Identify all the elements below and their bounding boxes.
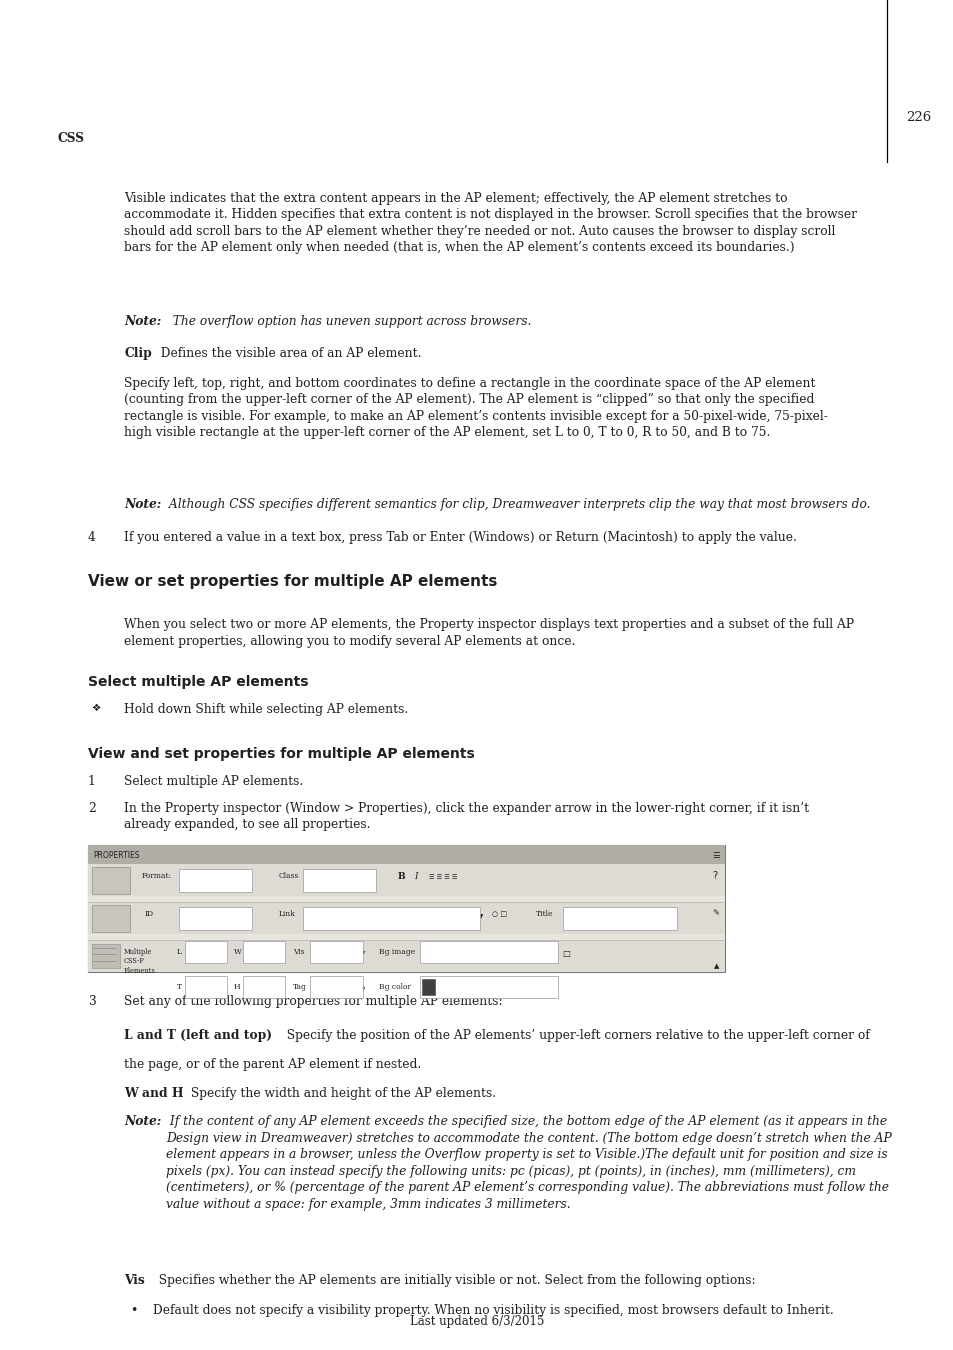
Text: Specifies whether the AP elements are initially visible or not. Select from the : Specifies whether the AP elements are in… [151,1274,755,1288]
Bar [88,864,724,972]
Text: None: None [306,873,327,882]
Text: Tag: Tag [293,983,307,991]
Text: ▼: ▼ [372,876,375,882]
Text: CSS: CSS [57,132,84,146]
Text: ☰: ☰ [711,850,719,860]
Text: 2: 2 [88,802,95,815]
Bar [185,941,227,963]
Text: Note:: Note: [124,498,161,512]
Bar [91,944,120,968]
Text: 1: 1 [88,775,95,788]
Text: □: □ [561,949,569,958]
Text: H: H [233,983,240,991]
Text: ID: ID [145,910,154,918]
Bar [243,941,285,963]
Bar [419,941,558,963]
Text: ▼: ▼ [478,914,482,919]
Text: Note:: Note: [124,315,161,328]
Text: ○ □: ○ □ [492,911,507,917]
Text: In the Property inspector (Window > Properties), click the expander arrow in the: In the Property inspector (Window > Prop… [124,802,808,832]
Bar [179,869,252,892]
Text: DIV: DIV [312,984,325,992]
Text: W and H: W and H [124,1087,183,1100]
Text: Title: Title [536,910,553,918]
Text: CSS: CSS [103,910,118,919]
Text: Although CSS specifies different semantics for clip, Dreamweaver interprets clip: Although CSS specifies different semanti… [165,498,870,512]
Text: Specify the width and height of the AP elements.: Specify the width and height of the AP e… [187,1087,496,1100]
Text: ▼: ▼ [360,952,364,957]
Text: Class: Class [278,872,298,880]
Text: Set any of the following properties for multiple AP elements:: Set any of the following properties for … [124,995,502,1008]
Text: •: • [130,1304,137,1318]
Text: T: T [176,983,181,991]
Bar [303,907,479,930]
Text: ❖: ❖ [91,703,101,713]
Text: If the content of any AP element exceeds the specified size, the bottom edge of : If the content of any AP element exceeds… [166,1115,891,1211]
Text: Defines the visible area of an AP element.: Defines the visible area of an AP elemen… [152,347,420,360]
Text: None: None [182,873,203,882]
Text: 226: 226 [905,111,930,124]
Bar [88,845,724,864]
Text: ▼: ▼ [247,914,251,919]
Text: 4: 4 [88,531,95,544]
Text: L and T (left and top): L and T (left and top) [124,1029,272,1042]
Text: Format:: Format: [141,872,172,880]
Text: Last updated 6/3/2015: Last updated 6/3/2015 [410,1315,543,1328]
Text: I: I [414,872,417,882]
Text: Bg image: Bg image [378,948,415,956]
Text: default: default [312,949,336,957]
Text: The overflow option has uneven support across browsers.: The overflow option has uneven support a… [165,315,531,328]
Text: the page, or of the parent AP element if nested.: the page, or of the parent AP element if… [124,1058,421,1072]
Text: If you entered a value in a text box, press Tab or Enter (Windows) or Return (Ma: If you entered a value in a text box, pr… [124,531,796,544]
Text: Vis: Vis [124,1274,145,1288]
Text: ☰ ☰ ☰ ☰: ☰ ☰ ☰ ☰ [429,875,457,880]
Text: Visible indicates that the extra content appears in the AP element; effectively,: Visible indicates that the extra content… [124,192,856,254]
Bar [88,902,724,934]
Text: ▲: ▲ [713,964,719,969]
Text: ▼: ▼ [247,876,251,882]
Bar [310,976,362,998]
Text: B: B [397,872,405,882]
Text: Clip: Clip [124,347,152,360]
Bar [179,907,252,930]
Text: Select multiple AP elements: Select multiple AP elements [88,675,308,688]
Text: 3: 3 [88,995,95,1008]
Text: Vis: Vis [293,948,304,956]
Text: L: L [176,948,181,956]
Text: View and set properties for multiple AP elements: View and set properties for multiple AP … [88,747,474,760]
Text: Multiple
CSS-P
Elements: Multiple CSS-P Elements [124,948,155,975]
Bar [562,907,677,930]
Bar [303,869,375,892]
Bar [91,904,130,931]
Bar [421,979,435,995]
Text: ✎: ✎ [712,909,719,918]
Text: Default does not specify a visibility property. When no visibility is specified,: Default does not specify a visibility pr… [152,1304,833,1318]
Bar [310,941,362,963]
Text: ▼: ▼ [360,987,364,992]
Text: Link: Link [278,910,295,918]
Bar [419,976,558,998]
Text: Hold down Shift while selecting AP elements.: Hold down Shift while selecting AP eleme… [124,703,408,717]
Text: Bg color: Bg color [378,983,411,991]
Text: View or set properties for multiple AP elements: View or set properties for multiple AP e… [88,574,497,589]
Text: PROPERTIES: PROPERTIES [93,850,140,860]
Text: ?: ? [712,871,717,880]
Text: When you select two or more AP elements, the Property inspector displays text pr: When you select two or more AP elements,… [124,618,853,648]
Text: Select multiple AP elements.: Select multiple AP elements. [124,775,303,788]
Text: Specify left, top, right, and bottom coordinates to define a rectangle in the co: Specify left, top, right, and bottom coo… [124,377,827,439]
Text: W: W [233,948,241,956]
Text: Note:: Note: [124,1115,161,1129]
Text: HTML: HTML [100,872,121,882]
Bar [185,976,227,998]
Text: None: None [182,911,203,919]
Bar [88,845,724,972]
Bar [91,867,130,894]
Text: Specify the position of the AP elements’ upper-left corners relative to the uppe: Specify the position of the AP elements’… [278,1029,868,1042]
Bar [88,864,724,896]
Bar [243,976,285,998]
Bar [88,940,724,972]
